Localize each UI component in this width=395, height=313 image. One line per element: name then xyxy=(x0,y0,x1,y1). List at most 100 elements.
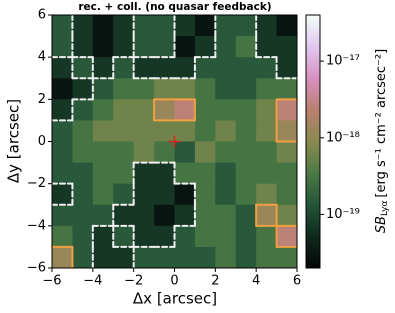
heatmap-cell xyxy=(235,141,257,164)
heatmap-cell xyxy=(174,99,196,121)
heatmap-cell xyxy=(113,246,135,269)
heatmap-cell xyxy=(113,99,135,121)
colorbar-label: SBLyα [erg s⁻¹ cm⁻² arcsec⁻²] xyxy=(374,49,390,233)
x-tick-label: −4 xyxy=(83,274,102,289)
heatmap-cell xyxy=(133,162,155,185)
heatmap-cell xyxy=(72,225,94,248)
heatmap-cell xyxy=(52,141,73,164)
heatmap-cell xyxy=(154,141,175,164)
heatmap-cell xyxy=(194,57,216,79)
y-tick-label: −6 xyxy=(27,261,46,276)
y-tick-label: −2 xyxy=(27,176,46,191)
heatmap-cell xyxy=(276,57,298,79)
heatmap-cell xyxy=(52,15,73,37)
heatmap-cell xyxy=(174,225,196,248)
y-tick-label: 2 xyxy=(38,92,46,107)
colorbar-tick-label: 10⁻¹⁸ xyxy=(326,130,360,145)
heatmap-cell xyxy=(52,57,73,79)
heatmap-cell xyxy=(113,204,135,227)
colorbar xyxy=(305,14,321,269)
heatmap-cell xyxy=(133,78,155,100)
heatmap-cell xyxy=(154,15,175,37)
heatmap-cell xyxy=(194,204,216,227)
heatmap-cell xyxy=(235,99,257,121)
heatmap-cell xyxy=(256,183,278,206)
heatmap-cell xyxy=(215,78,237,100)
heatmap-cell xyxy=(235,183,257,206)
heatmap-cell xyxy=(194,141,216,164)
heatmap-cell xyxy=(215,15,237,37)
heatmap-cell xyxy=(276,246,298,269)
heatmap-cell xyxy=(235,162,257,185)
heatmap-cell xyxy=(92,162,114,185)
heatmap-cell xyxy=(52,162,73,185)
heatmap-cell xyxy=(276,141,298,164)
heatmap-cell xyxy=(154,120,175,142)
heatmap-cell xyxy=(113,78,135,100)
heatmap-cell xyxy=(215,162,237,185)
heatmap-cell xyxy=(276,120,298,142)
heatmap-cell xyxy=(72,78,94,100)
heatmap-cell xyxy=(92,78,114,100)
heatmap-cell xyxy=(92,183,114,206)
heatmap-cell xyxy=(133,141,155,164)
heatmap-cell xyxy=(133,120,155,142)
heatmap-cell xyxy=(174,162,196,185)
heatmap-cell xyxy=(92,246,114,269)
heatmap-cell xyxy=(52,225,73,248)
heatmap-cell xyxy=(174,204,196,227)
heatmap-cell xyxy=(194,225,216,248)
x-tick-label: 4 xyxy=(252,274,260,289)
heatmap-cell xyxy=(256,246,278,269)
heatmap-cell xyxy=(133,183,155,206)
heatmap-cell xyxy=(256,36,278,58)
heatmap-cell xyxy=(72,57,94,79)
heatmap-cell xyxy=(154,225,175,248)
heatmap-cell xyxy=(92,57,114,79)
heatmap-cell xyxy=(52,120,73,142)
heatmap-cell xyxy=(52,78,73,100)
heatmap-cell xyxy=(215,204,237,227)
heatmap-cell xyxy=(92,36,114,58)
heatmap-cell xyxy=(194,99,216,121)
heatmap-cell xyxy=(174,57,196,79)
heatmap-cell xyxy=(276,36,298,58)
heatmap-cell xyxy=(194,36,216,58)
heatmap-cell xyxy=(72,36,94,58)
heatmap-cell xyxy=(133,246,155,269)
heatmap-cell xyxy=(215,99,237,121)
heatmap-cell xyxy=(52,246,73,269)
heatmap-cell xyxy=(194,78,216,100)
heatmap-cell xyxy=(174,120,196,142)
center-marker xyxy=(168,135,181,148)
heatmap-cell xyxy=(276,99,298,121)
heatmap-cell xyxy=(276,162,298,185)
heatmap-cell xyxy=(113,183,135,206)
x-tick-label: 2 xyxy=(211,274,219,289)
heatmap-cell xyxy=(276,15,298,37)
heatmap-cell xyxy=(215,36,237,58)
heatmap-cell xyxy=(215,246,237,269)
heatmap-cell xyxy=(215,57,237,79)
x-tick-label: −6 xyxy=(42,274,61,289)
heatmap-cell xyxy=(215,141,237,164)
heatmap-cell xyxy=(235,15,257,37)
heatmap-cell xyxy=(235,225,257,248)
heatmap-cell xyxy=(72,162,94,185)
heatmap-cell xyxy=(235,57,257,79)
colorbar-label-units: [erg s⁻¹ cm⁻² arcsec⁻²] xyxy=(374,49,389,198)
heatmap-cell xyxy=(113,162,135,185)
heatmap-cell xyxy=(52,99,73,121)
y-axis-label: Δy [arcsec] xyxy=(5,99,23,183)
heatmap-cell xyxy=(256,141,278,164)
y-tick-label: 0 xyxy=(38,134,46,149)
heatmap-cell xyxy=(215,120,237,142)
heatmap-cell xyxy=(72,120,94,142)
heatmap-cell xyxy=(154,183,175,206)
heatmap-cell xyxy=(194,246,216,269)
heatmap-cell xyxy=(235,120,257,142)
y-tick-label: 4 xyxy=(38,50,46,65)
heatmap-cell xyxy=(133,225,155,248)
heatmap-cell xyxy=(133,99,155,121)
